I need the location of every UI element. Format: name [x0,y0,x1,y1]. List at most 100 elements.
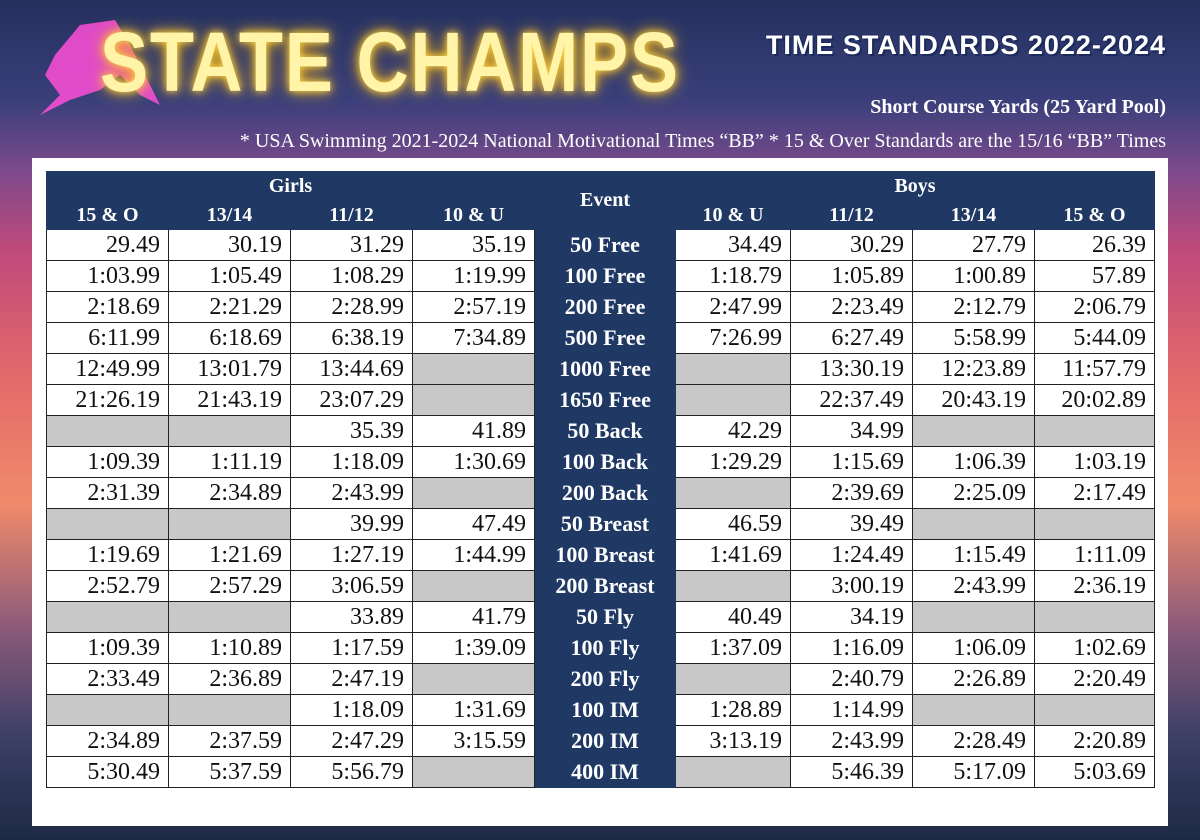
time-cell: 5:17.09 [912,756,1035,788]
time-cell: 2:20.49 [1034,663,1155,695]
empty-cell [912,694,1035,726]
time-cell: 1:10.89 [168,632,291,664]
time-cell: 20:43.19 [912,384,1035,416]
time-cell: 2:23.49 [790,291,913,323]
time-cell: 5:03.69 [1034,756,1155,788]
note: * USA Swimming 2021-2024 National Motiva… [239,130,1166,152]
empty-cell [168,694,291,726]
empty-cell [168,415,291,447]
time-cell: 1:09.39 [46,632,169,664]
time-cell: 2:36.89 [168,663,291,695]
empty-cell [412,663,535,695]
empty-cell [675,384,791,416]
column-header: 11/12 [790,200,913,230]
time-cell: 2:34.89 [168,477,291,509]
empty-cell [46,601,169,633]
event-name: 50 Breast [534,508,676,540]
event-name: 1650 Free [534,384,676,416]
event-name: 100 Fly [534,632,676,664]
empty-cell [1034,601,1155,633]
time-cell: 1:37.09 [675,632,791,664]
time-cell: 46.59 [675,508,791,540]
time-cell: 7:34.89 [412,322,535,354]
time-cell: 1:21.69 [168,539,291,571]
event-row: 2:34.89 2:37.59 2:47.29 3:15.59 200 IM 3:13.1… [46,725,1155,757]
empty-cell [675,663,791,695]
time-cell: 30.29 [790,229,913,261]
time-cell: 1:27.19 [290,539,413,571]
event-row: 1:09.39 1:10.89 1:17.59 1:39.09 100 Fly 1:37.… [46,632,1155,664]
time-cell: 2:17.49 [1034,477,1155,509]
time-cell: 2:25.09 [912,477,1035,509]
event-name: 200 Fly [534,663,676,695]
column-header: 15 & O [46,200,169,230]
event-row: 1:03.99 1:05.49 1:08.29 1:19.99 100 Free 1:18… [46,260,1155,292]
time-cell: 2:36.19 [1034,570,1155,602]
event-name: 100 IM [534,694,676,726]
empty-cell [1034,508,1155,540]
event-name: 50 Back [534,415,676,447]
time-cell: 1:24.49 [790,539,913,571]
event-name: 1000 Free [534,353,676,385]
time-cell: 7:26.99 [675,322,791,354]
empty-cell [675,756,791,788]
event-row: 39.99 47.49 50 Breast 46.59 39.49 [46,508,1155,540]
time-cell: 2:43.99 [290,477,413,509]
column-header-row: 15 & O 13/14 11/12 10 & U 10 & U 11/12 13/14 15… [46,200,1155,230]
time-cell: 13:01.79 [168,353,291,385]
time-cell: 1:19.99 [412,260,535,292]
event-row: 2:33.49 2:36.89 2:47.19 200 Fly 2:40.79 2:26.… [46,663,1155,695]
empty-cell [168,508,291,540]
time-cell: 1:02.69 [1034,632,1155,664]
time-cell: 2:43.99 [912,570,1035,602]
time-cell: 12:49.99 [46,353,169,385]
time-cell: 1:44.99 [412,539,535,571]
empty-cell [168,601,291,633]
time-cell: 1:18.09 [290,446,413,478]
event-row: 29.49 30.19 31.29 35.19 50 Free 34.49 30.29 27.… [46,229,1155,261]
time-cell: 33.89 [290,601,413,633]
time-cell: 2:57.19 [412,291,535,323]
event-row: 5:30.49 5:37.59 5:56.79 400 IM 5:46.39 5:17.0… [46,756,1155,788]
event-name: 50 Free [534,229,676,261]
alaska-icon [40,20,160,115]
column-header: 13/14 [168,200,291,230]
time-cell: 1:18.79 [675,260,791,292]
time-cell: 2:21.29 [168,291,291,323]
time-cell: 42.29 [675,415,791,447]
time-cell: 41.89 [412,415,535,447]
empty-cell [1034,415,1155,447]
time-cell: 57.89 [1034,260,1155,292]
column-header: 15 & O [1034,200,1155,230]
time-cell: 41.79 [412,601,535,633]
time-cell: 2:28.99 [290,291,413,323]
time-cell: 1:11.19 [168,446,291,478]
time-cell: 2:40.79 [790,663,913,695]
time-cell: 1:39.09 [412,632,535,664]
time-cell: 3:00.19 [790,570,913,602]
event-name: 200 Free [534,291,676,323]
group-header: Boys [675,171,1155,201]
time-cell: 2:26.89 [912,663,1035,695]
event-row: 21:26.19 21:43.19 23:07.29 1650 Free 22:37.4… [46,384,1155,416]
subtitle: TIME STANDARDS 2022-2024 [765,30,1166,60]
time-cell: 2:20.89 [1034,725,1155,757]
empty-cell [46,415,169,447]
time-cell: 2:57.29 [168,570,291,602]
event-name: 200 Breast [534,570,676,602]
event-name: 100 Back [534,446,676,478]
event-row: 2:52.79 2:57.29 3:06.59 200 Breast 3:00.19 2:… [46,570,1155,602]
time-cell: 1:41.69 [675,539,791,571]
time-cell: 1:15.69 [790,446,913,478]
time-cell: 1:18.09 [290,694,413,726]
empty-cell [412,570,535,602]
time-cell: 23:07.29 [290,384,413,416]
time-cell: 2:12.79 [912,291,1035,323]
time-cell: 6:18.69 [168,322,291,354]
event-row: 12:49.99 13:01.79 13:44.69 1000 Free 13:30.1… [46,353,1155,385]
time-cell: 2:28.49 [912,725,1035,757]
column-header: 11/12 [290,200,413,230]
time-cell: 35.39 [290,415,413,447]
event-row: 33.89 41.79 50 Fly 40.49 34.19 [46,601,1155,633]
